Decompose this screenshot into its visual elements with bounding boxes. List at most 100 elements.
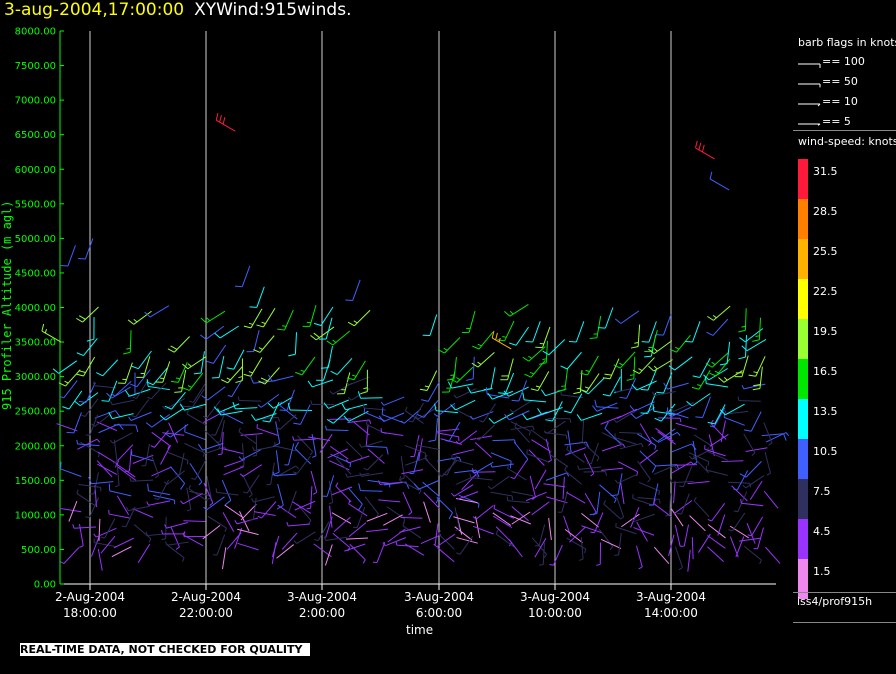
barb-flag-5 bbox=[363, 408, 366, 413]
wind-barb bbox=[707, 404, 726, 425]
barb-staff bbox=[657, 431, 676, 445]
barb-staff bbox=[364, 445, 387, 448]
barb-flag-5 bbox=[679, 485, 684, 488]
gridlines bbox=[89, 31, 672, 584]
barb-staff bbox=[755, 356, 766, 377]
wind-barb bbox=[123, 330, 132, 355]
barb-staff bbox=[242, 464, 262, 477]
wind-barb bbox=[322, 475, 335, 497]
wind-barb bbox=[91, 412, 113, 427]
wind-barb bbox=[741, 383, 766, 390]
wind-barb bbox=[202, 524, 221, 540]
barb-flag-5 bbox=[678, 567, 683, 571]
wind-barb bbox=[359, 472, 384, 477]
wind-barb bbox=[345, 472, 370, 478]
wind-barb bbox=[212, 534, 226, 556]
barb-staff bbox=[82, 306, 99, 323]
barb-staff bbox=[58, 360, 78, 374]
wind-barb bbox=[293, 531, 316, 544]
wind-barb bbox=[161, 529, 185, 535]
barb-flag-5 bbox=[470, 415, 474, 420]
barb-staff bbox=[125, 506, 136, 527]
wind-barb bbox=[324, 544, 333, 566]
wind-barb bbox=[616, 408, 638, 419]
barb-staff bbox=[67, 245, 76, 267]
barb-staff bbox=[129, 330, 132, 353]
barb-flag-10 bbox=[592, 405, 598, 412]
wind-barb bbox=[437, 547, 455, 563]
barb-flag-5 bbox=[433, 413, 438, 417]
barb-flag-10 bbox=[326, 340, 334, 346]
barb-staff bbox=[360, 490, 383, 492]
barb-flag-5 bbox=[277, 417, 281, 422]
barb-staff bbox=[707, 535, 726, 549]
wind-barb bbox=[419, 370, 438, 391]
wind-barb bbox=[327, 448, 348, 459]
wind-barb bbox=[331, 512, 352, 525]
barb-staff bbox=[727, 481, 750, 484]
barb-flag-10 bbox=[347, 321, 355, 327]
wind-barb bbox=[310, 326, 335, 341]
barb-flag-5 bbox=[161, 538, 166, 541]
barb-flag-5 bbox=[293, 471, 298, 474]
barb-staff bbox=[183, 520, 206, 523]
barb-staff bbox=[274, 445, 297, 452]
barb-staff bbox=[319, 434, 333, 453]
wind-barb bbox=[60, 461, 82, 477]
wind-barb bbox=[508, 539, 523, 558]
wind-barb bbox=[637, 497, 661, 504]
wind-barb bbox=[226, 349, 245, 370]
barb-flag-5 bbox=[191, 477, 196, 480]
y-tick-label: 4500.00 bbox=[15, 268, 56, 279]
barb-staff bbox=[203, 446, 225, 455]
barb-staff bbox=[671, 461, 692, 474]
barb-staff bbox=[708, 368, 728, 381]
barb-flag-10 bbox=[626, 378, 634, 381]
barb-flag-5 bbox=[658, 499, 661, 504]
barb-staff bbox=[422, 481, 440, 497]
barb-staff bbox=[256, 427, 278, 436]
wind-barb bbox=[583, 471, 608, 476]
barb-staff bbox=[148, 500, 171, 506]
barb-staff bbox=[112, 413, 134, 420]
barb-staff bbox=[279, 414, 297, 430]
wind-barb bbox=[372, 541, 386, 564]
barb-staff bbox=[165, 407, 185, 421]
wind-barb bbox=[395, 540, 419, 548]
wind-barb bbox=[366, 512, 388, 522]
barb-flag-5 bbox=[203, 506, 208, 511]
barb-staff bbox=[601, 443, 623, 452]
wind-barb bbox=[668, 534, 675, 557]
barb-flag-10 bbox=[435, 496, 440, 504]
wind-barb bbox=[363, 454, 384, 471]
barb-flag-10 bbox=[434, 403, 437, 411]
barb-staff bbox=[632, 497, 654, 506]
barb-flag-5 bbox=[613, 498, 617, 504]
wind-barb bbox=[101, 380, 118, 402]
barb-flag-10 bbox=[503, 390, 510, 397]
wind-barb bbox=[151, 431, 170, 450]
barb-flag-5 bbox=[345, 473, 348, 478]
wind-barb bbox=[215, 488, 239, 496]
barb-staff bbox=[65, 369, 81, 387]
barb-flag-10 bbox=[294, 441, 300, 449]
barb-flag-5 bbox=[578, 441, 583, 444]
wind-barb bbox=[121, 506, 136, 528]
barb-staff bbox=[204, 430, 221, 446]
barb-staff bbox=[242, 443, 245, 466]
barb-flag-10 bbox=[378, 415, 385, 422]
wind-barb bbox=[500, 358, 514, 381]
barb-flag-10 bbox=[631, 384, 638, 391]
barb-staff bbox=[356, 506, 366, 528]
wind-barb bbox=[707, 524, 726, 539]
barb-flag-10 bbox=[640, 388, 648, 391]
barb-staff bbox=[751, 516, 764, 537]
speed-color-swatch bbox=[798, 199, 808, 239]
wind-barb bbox=[475, 516, 481, 539]
barb-staff bbox=[765, 546, 781, 564]
barb-flag-5 bbox=[167, 445, 170, 450]
barb-staff bbox=[713, 305, 731, 321]
wind-barb bbox=[734, 355, 749, 378]
wind-barb bbox=[180, 492, 203, 505]
barb-flag-5 bbox=[402, 521, 405, 526]
